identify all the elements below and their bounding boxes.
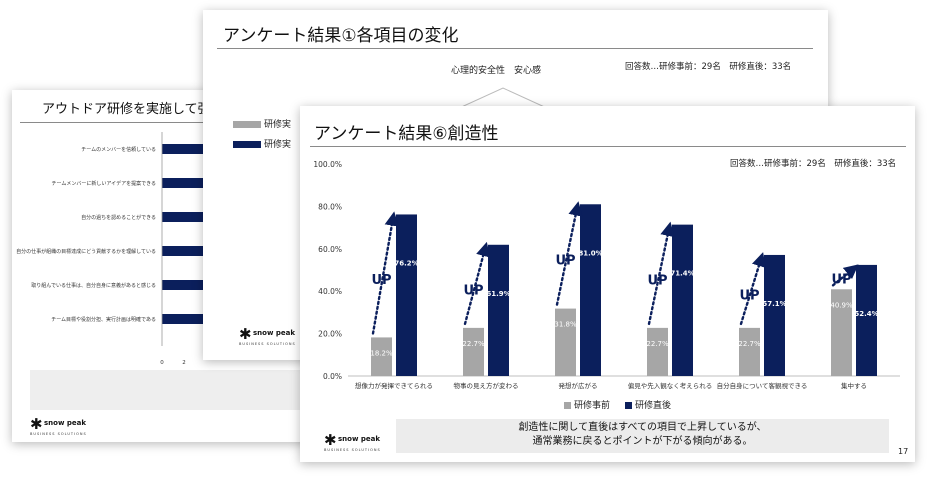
logo-text: snow peak: [44, 419, 86, 427]
bar-post: [396, 214, 417, 376]
data-label-post: 76.2%: [394, 259, 418, 267]
data-label-post: 61.9%: [486, 290, 510, 298]
legend-post: 研修直後: [625, 398, 671, 411]
up-arrow: [463, 241, 491, 326]
up-arrow: [371, 211, 399, 335]
legend-label: 研修実: [264, 120, 292, 130]
up-label: UP: [371, 273, 391, 288]
hbar-label: チーム目標や役割分担、実行計画は明確である: [51, 316, 156, 323]
slide-title: アンケート結果①各項目の変化: [223, 26, 459, 46]
logo-subtext: BUSINESS SOLUTIONS: [30, 432, 87, 436]
page-number: 17: [898, 447, 909, 456]
data-label-pre: 18.2%: [370, 349, 393, 357]
logo-subtext: BUSINESS SOLUTIONS: [324, 448, 381, 452]
x-tick-label: 発想が広がる: [559, 381, 598, 390]
callout-box: 創造性に関して直後はすべての項目で上昇しているが、 通常業務に戻るとポイントが下…: [396, 419, 889, 453]
legend-swatch: [625, 402, 632, 409]
asterisk-icon: ✱: [239, 325, 252, 343]
y-tick-label: 20.0%: [318, 330, 342, 339]
hbar-label: 自分の過ちを認めることができる: [81, 214, 156, 221]
slide-title: アウトドア研修を実施して強: [42, 102, 211, 117]
y-tick-label: 100.0%: [313, 160, 342, 169]
bar-post: [764, 254, 785, 376]
up-arrow: [831, 264, 859, 287]
title-rule: [217, 48, 813, 49]
y-tick-label: 0.0%: [323, 372, 342, 381]
bar-pre: [371, 337, 392, 376]
hbar-label: チームメンバーに新しいアイデアを提案できる: [51, 180, 156, 187]
up-label: UP: [739, 288, 759, 303]
bar-post: [672, 224, 693, 376]
hbar-label: チームのメンバーを信頼している: [81, 146, 156, 153]
title-rule: [20, 122, 314, 123]
legend-post: 研修実: [233, 137, 291, 150]
bar-post: [856, 264, 877, 376]
up-arrow: [555, 201, 583, 306]
legend-swatch: [233, 141, 261, 148]
data-label-post: 71.4%: [670, 270, 694, 278]
up-label: UP: [647, 273, 667, 288]
bar-pre: [739, 327, 760, 376]
brand-logo: ✱ snow peak BUSINESS SOLUTIONS: [30, 415, 86, 437]
data-label-post: 57.1%: [762, 300, 786, 308]
bar-pre: [647, 327, 668, 376]
legend-label: 研修事前: [574, 401, 611, 411]
data-label-pre: 22.7%: [738, 340, 761, 348]
logo-text: snow peak: [253, 329, 295, 337]
asterisk-icon: ✱: [30, 415, 43, 433]
x-tick-label: 物事の見え方が変わる: [454, 381, 519, 390]
up-label: UP: [463, 283, 483, 298]
legend-swatch: [233, 121, 261, 128]
bar-chart: 0.0% 20.0% 40.0% 60.0% 80.0% 100.0% 18.2% 76.2%…: [313, 160, 900, 390]
x-tick-label: 偏見や先入観なく考えられる: [628, 381, 713, 390]
data-label-post: 81.0%: [578, 249, 602, 257]
bar-post: [488, 244, 509, 376]
data-label-pre: 31.8%: [554, 321, 577, 329]
y-tick-label: 80.0%: [318, 202, 342, 211]
logo-subtext: BUSINESS SOLUTIONS: [239, 342, 296, 346]
legend-label: 研修直後: [635, 401, 672, 411]
bar-pre: [463, 327, 484, 376]
data-label-pre: 22.7%: [646, 340, 669, 348]
respondents: 回答数…研修事前：29名 研修直後：33名: [730, 159, 897, 169]
legend-label: 研修実: [264, 140, 292, 150]
bar-pre: [555, 308, 576, 376]
data-label-post: 52.4%: [854, 310, 878, 318]
title-rule: [310, 146, 906, 147]
x-tick-label: 2: [182, 360, 186, 366]
subtitle: 心理的安全性 安心感: [451, 66, 542, 76]
brand-logo: ✱ snow peak BUSINESS SOLUTIONS: [324, 431, 380, 453]
x-tick-label: 想像力が発揮できてられる: [355, 381, 433, 390]
data-label-pre: 22.7%: [462, 340, 485, 348]
comment-box: [30, 370, 320, 410]
y-tick-label: 40.0%: [318, 287, 342, 296]
bar-pre: [831, 289, 852, 376]
asterisk-icon: ✱: [324, 431, 337, 449]
up-arrow: [647, 221, 675, 326]
logo-text: snow peak: [338, 435, 380, 443]
brand-logo: ✱ snow peak BUSINESS SOLUTIONS: [239, 325, 295, 347]
x-tick-label: 0: [160, 360, 164, 366]
data-label-pre: 40.9%: [830, 301, 853, 309]
up-arrow: [739, 252, 766, 326]
slide-survey-results-6: アンケート結果⑥創造性 回答数…研修事前：29名 研修直後：33名 0.0% 20…: [300, 106, 915, 462]
up-label: UP: [831, 272, 851, 287]
bar-post: [580, 204, 601, 376]
legend-pre: 研修事前: [564, 398, 610, 411]
slide-title: アンケート結果⑥創造性: [314, 124, 499, 144]
respondents: 回答数…研修事前：29名 研修直後：33名: [625, 62, 792, 72]
x-tick-label: 集中する: [841, 381, 867, 390]
hbar-label: 取り組んでいる仕事は、自分自身に意義があると感じる: [31, 282, 156, 289]
up-label: UP: [555, 253, 575, 268]
legend-pre: 研修実: [233, 117, 291, 130]
legend-swatch: [564, 402, 571, 409]
callout-line-2: 通常業務に戻るとポイントが下がる傾向がある。: [532, 436, 753, 447]
hbar-label: 自分の仕事が組織の目標達成にどう貢献するかを理解している: [16, 248, 156, 255]
callout-line-1: 創造性に関して直後はすべての項目で上昇しているが、: [518, 422, 767, 433]
x-tick-label: 自分自身について客観視できる: [717, 381, 808, 390]
y-tick-label: 60.0%: [318, 245, 342, 254]
